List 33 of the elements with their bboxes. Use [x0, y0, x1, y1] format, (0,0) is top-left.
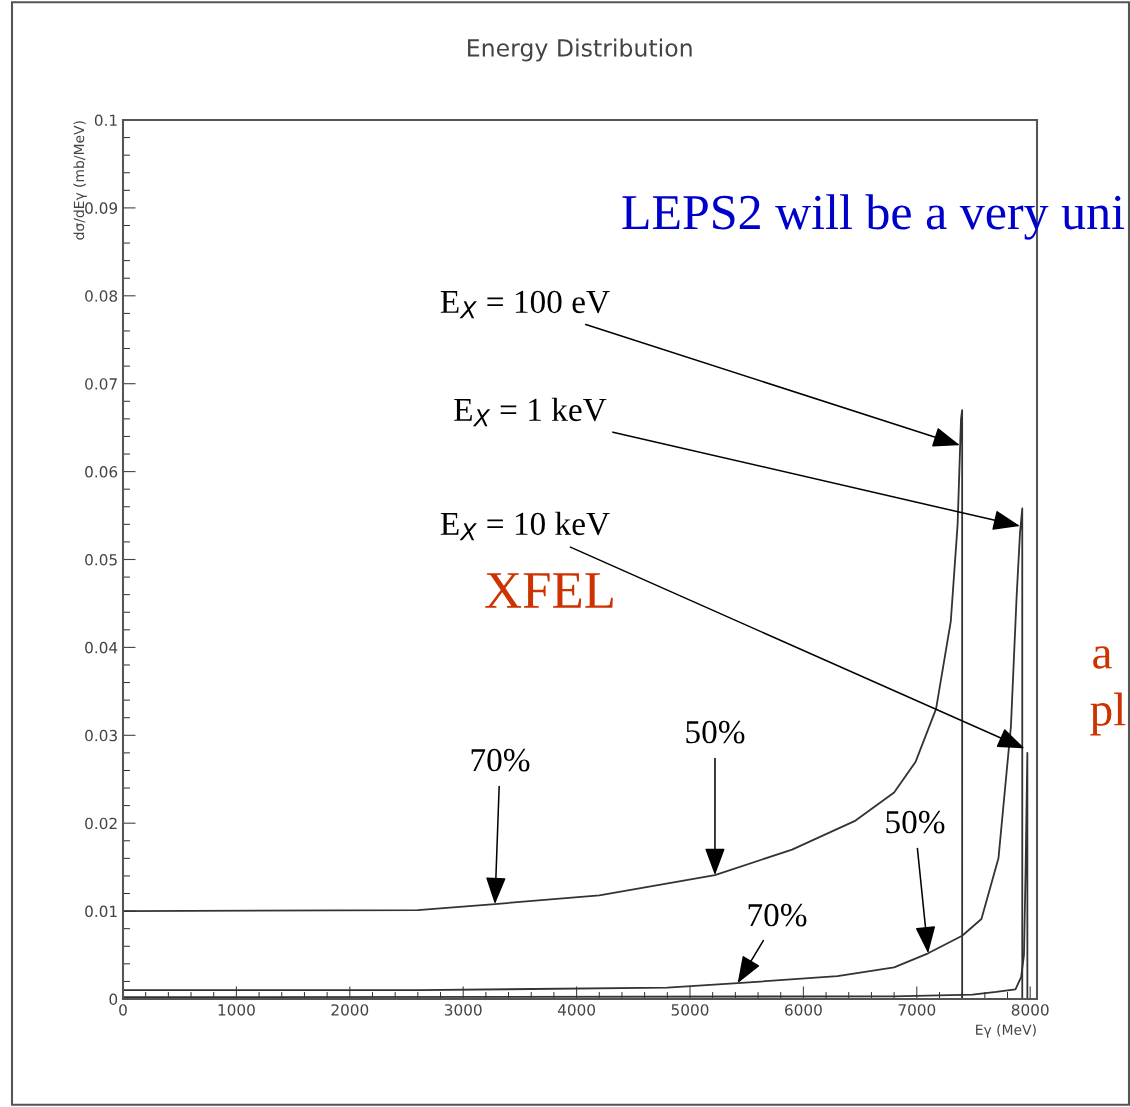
text: pl — [1090, 692, 1126, 736]
y-tick-label: 0 — [109, 993, 118, 1006]
x-tick-label: 6000 — [785, 1004, 822, 1016]
text: a — [1093, 646, 1112, 669]
x-tick-label: 4000 — [557, 1004, 596, 1016]
annotation: 50% — [886, 810, 945, 834]
annotation: E$_{X}$ = 100 eV — [440, 290, 610, 319]
y-tick-label: 0.09 — [85, 202, 118, 214]
y-axis-title: dσ/dEγ (mb/MeV) — [73, 121, 87, 240]
x-axis-title: Eγ (MeV) — [976, 1024, 1036, 1038]
y-tick-label: 0.04 — [85, 641, 118, 654]
y-tick-label: 0.07 — [85, 378, 117, 390]
y-tick-label: 0.1 — [94, 114, 117, 127]
annotation: XFEL — [485, 573, 613, 608]
y-tick-label: 0.06 — [85, 466, 118, 478]
annotation: 70% — [748, 903, 807, 927]
annotation: 50% — [686, 720, 745, 744]
x-tick-label: 1000 — [218, 1004, 255, 1016]
y-tick-label: 0.05 — [85, 553, 117, 566]
x-tick-label: 0 — [119, 1004, 127, 1016]
y-tick-label: 0.08 — [85, 290, 118, 302]
x-tick-label: 2000 — [331, 1004, 369, 1016]
y-tick-label: 0.01 — [85, 905, 117, 918]
x-tick-label: 7000 — [898, 1004, 936, 1016]
annotation: E$_{X}$ = 10 keV — [440, 511, 610, 541]
x-tick-label: 8000 — [1011, 1004, 1049, 1016]
annotation: E$_{X}$ = 1 keV — [454, 397, 607, 427]
x-tick-label: 5000 — [671, 1004, 709, 1016]
chart-title: Energy Distribution — [468, 38, 692, 62]
y-tick-label: 0.03 — [85, 729, 117, 742]
annotation: 70% — [471, 748, 530, 772]
x-tick-label: 3000 — [444, 1004, 482, 1016]
y-tick-label: 0.02 — [85, 817, 117, 830]
